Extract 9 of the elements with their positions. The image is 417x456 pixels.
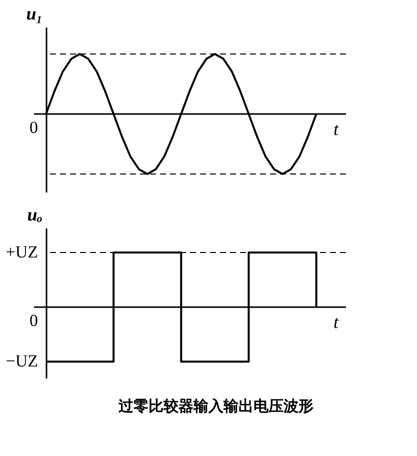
y-axis-title: u₁ <box>26 4 42 24</box>
y-axis-title: uₒ <box>27 204 42 224</box>
x-axis-title: t <box>333 119 340 139</box>
text: 0 <box>30 311 38 330</box>
text: 过零比较器输入输出电压波形 <box>118 397 314 415</box>
x-axis-title: t <box>333 312 340 332</box>
text: +UZ <box>6 242 38 262</box>
text: 0 <box>30 118 38 137</box>
text: −UZ <box>6 352 38 371</box>
